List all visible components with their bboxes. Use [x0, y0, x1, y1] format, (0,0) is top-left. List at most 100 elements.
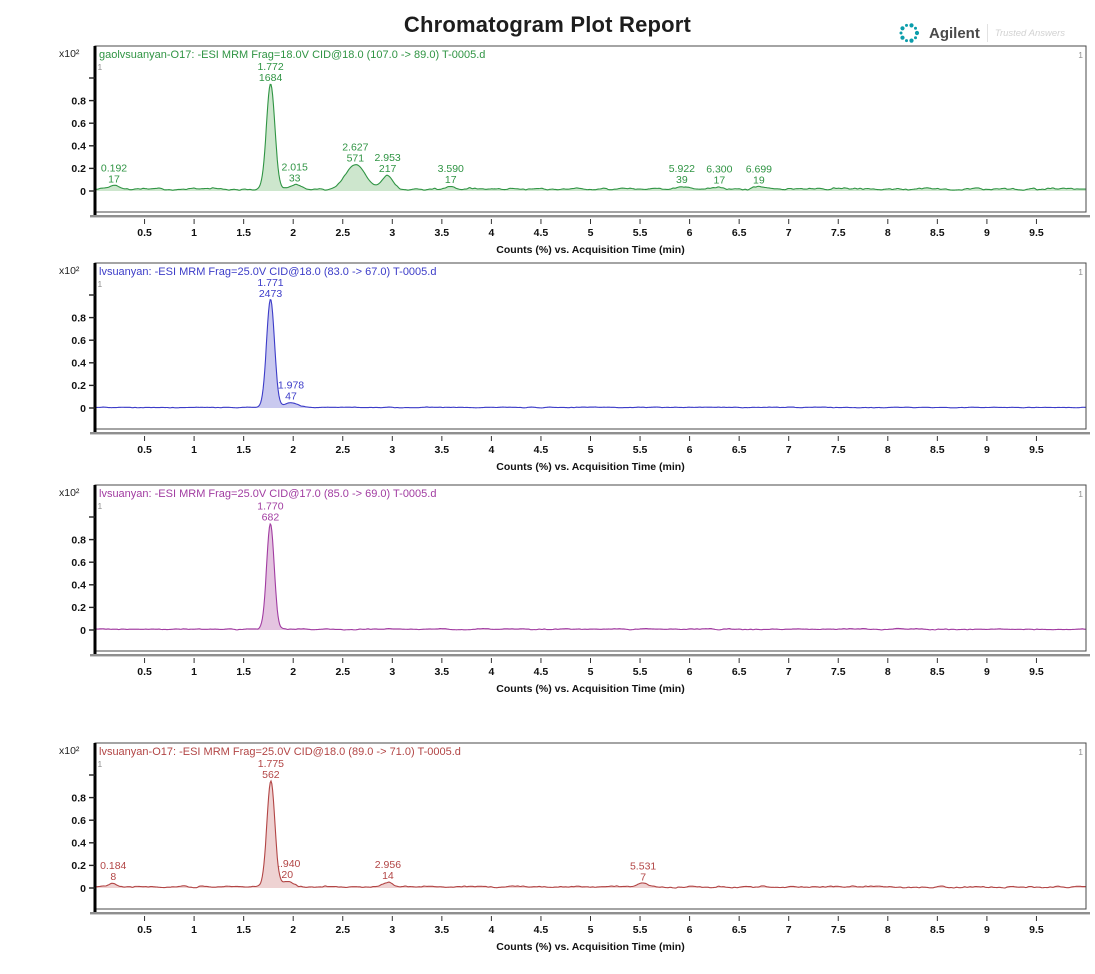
x-tick-label: 5 — [588, 666, 594, 678]
peak-rt-label: 1.771 — [257, 277, 283, 289]
x-tick-label: 6.5 — [732, 444, 747, 456]
x-tick-label: 2 — [290, 924, 296, 936]
peak-area-label: 17 — [713, 174, 725, 186]
y-tick-label: 0.6 — [71, 335, 86, 347]
x-tick-label: 5.5 — [633, 444, 648, 456]
y-scale-label: x10² — [59, 48, 80, 60]
peak-rt-label: 0.192 — [101, 163, 127, 175]
y-tick-label: 0.4 — [71, 580, 86, 592]
peak-area-label: 7 — [640, 871, 646, 883]
x-tick-label: 7.5 — [831, 924, 846, 936]
x-tick-label: 5 — [588, 444, 594, 456]
x-tick-label: 8 — [885, 444, 891, 456]
x-tick-label: 6.5 — [732, 227, 747, 239]
peak-area-label: 2473 — [259, 288, 283, 300]
chromatogram-panel-1: gaolvsuanyan-O17: -ESI MRM Frag=18.0V CI… — [57, 45, 1095, 259]
x-tick-label: 3.5 — [435, 444, 450, 456]
y-scale-label: x10² — [59, 487, 80, 499]
x-tick-label: 9.5 — [1029, 924, 1044, 936]
x-tick-label: 7 — [786, 444, 792, 456]
x-tick-label: 4.5 — [534, 666, 549, 678]
y-tick-label: 0 — [80, 883, 86, 895]
x-tick-label: 6.5 — [732, 666, 747, 678]
x-tick-label: 2.5 — [335, 444, 350, 456]
brand-name: Agilent — [929, 24, 980, 42]
x-tick-label: 2 — [290, 444, 296, 456]
peak-rt-label: 5.531 — [630, 860, 656, 872]
x-tick-label: 6 — [687, 924, 693, 936]
y-axis: 0.8 0.6 0.4 0.2 0 x10² — [59, 743, 97, 915]
x-tick-label: 3 — [389, 227, 395, 239]
peak-area-label: 47 — [285, 391, 297, 403]
x-tick-label: 9 — [984, 444, 990, 456]
x-tick-label: 7.5 — [831, 666, 846, 678]
x-tick-label: 7 — [786, 924, 792, 936]
y-tick-label: 0 — [80, 625, 86, 637]
x-tick-label: 6 — [687, 666, 693, 678]
x-tick-label: 8.5 — [930, 227, 945, 239]
y-tick-label: 0.2 — [71, 602, 86, 614]
trace-fill — [95, 84, 1086, 191]
x-tick-label: 4 — [488, 924, 494, 936]
trace-line — [94, 779, 1087, 889]
x-tick-label: 1 — [191, 924, 197, 936]
x-tick-label: 4.5 — [534, 444, 549, 456]
x-tick-label: 9.5 — [1029, 444, 1044, 456]
x-axis: 0.5 1 1.5 2 2.5 3 3.5 4 4.5 5 5.5 6 6.5 7 7.5 8 8.5 9 9.5 C… — [90, 215, 1090, 256]
trace-line — [94, 522, 1087, 631]
plot-border — [94, 742, 1087, 910]
peak-area-label: 39 — [676, 174, 688, 186]
x-axis: 0.5 1 1.5 2 2.5 3 3.5 4 4.5 5 5.5 6 6.5 7 7.5 8 8.5 9 9.5 C… — [90, 654, 1090, 695]
peak-rt-label: 5.922 — [669, 163, 695, 175]
corner-marker-left: 1 — [98, 279, 103, 289]
x-tick-label: 4.5 — [534, 924, 549, 936]
y-tick-label: 0.8 — [71, 792, 86, 804]
peak-rt-label: 1.978 — [278, 380, 304, 392]
y-tick-label: 0.4 — [71, 838, 86, 850]
x-tick-label: 3.5 — [435, 666, 450, 678]
x-tick-label: 4 — [488, 444, 494, 456]
x-tick-label: 1.5 — [236, 444, 251, 456]
peak-rt-label: 2.953 — [375, 152, 401, 164]
x-tick-label: 8.5 — [930, 666, 945, 678]
peak-rt-label: 2.627 — [342, 142, 368, 154]
x-axis-title: Counts (%) vs. Acquisition Time (min) — [496, 941, 684, 953]
peak-rt-label: 1.775 — [258, 758, 284, 770]
peak-area-label: 571 — [347, 153, 365, 165]
peak-area-label: 8 — [110, 871, 116, 883]
y-tick-label: 0.2 — [71, 380, 86, 392]
x-tick-label: 9.5 — [1029, 227, 1044, 239]
chromatogram-chart: lvsuanyan: -ESI MRM Frag=25.0V CID@17.0 … — [59, 484, 1090, 695]
brand-divider — [986, 24, 988, 42]
x-tick-label: 1 — [191, 666, 197, 678]
peak-rt-label: 2.015 — [282, 161, 308, 173]
x-tick-label: 2.5 — [335, 924, 350, 936]
x-tick-label: 3 — [389, 924, 395, 936]
x-tick-label: 7.5 — [831, 227, 846, 239]
peak-rt-label: 3.590 — [438, 163, 464, 175]
x-tick-label: 5.5 — [633, 924, 648, 936]
y-tick-label: 0.4 — [71, 141, 86, 153]
x-tick-label: 0.5 — [137, 444, 152, 456]
x-tick-label: 8 — [885, 666, 891, 678]
y-tick-label: 0 — [80, 403, 86, 415]
y-tick-label: 0 — [80, 186, 86, 198]
peak-area-label: 682 — [262, 512, 280, 524]
x-axis-title: Counts (%) vs. Acquisition Time (min) — [496, 461, 684, 473]
trace-fill — [95, 523, 1086, 630]
x-tick-label: 3 — [389, 666, 395, 678]
chromatogram-chart: lvsuanyan-O17: -ESI MRM Frag=25.0V CID@1… — [59, 742, 1090, 953]
y-scale-label: x10² — [59, 265, 80, 277]
peak-rt-label: 2.956 — [375, 859, 401, 871]
x-tick-label: 3 — [389, 444, 395, 456]
corner-marker-left: 1 — [98, 759, 103, 769]
y-tick-label: 0.6 — [71, 118, 86, 130]
x-axis: 0.5 1 1.5 2 2.5 3 3.5 4 4.5 5 5.5 6 6.5 7 7.5 8 8.5 9 9.5 C… — [90, 432, 1090, 473]
x-tick-label: 9 — [984, 227, 990, 239]
peak-area-label: 17 — [445, 174, 457, 186]
x-tick-label: 2.5 — [335, 666, 350, 678]
peak-area-label: 217 — [379, 163, 397, 175]
x-tick-label: 2.5 — [335, 227, 350, 239]
x-tick-label: 6.5 — [732, 924, 747, 936]
